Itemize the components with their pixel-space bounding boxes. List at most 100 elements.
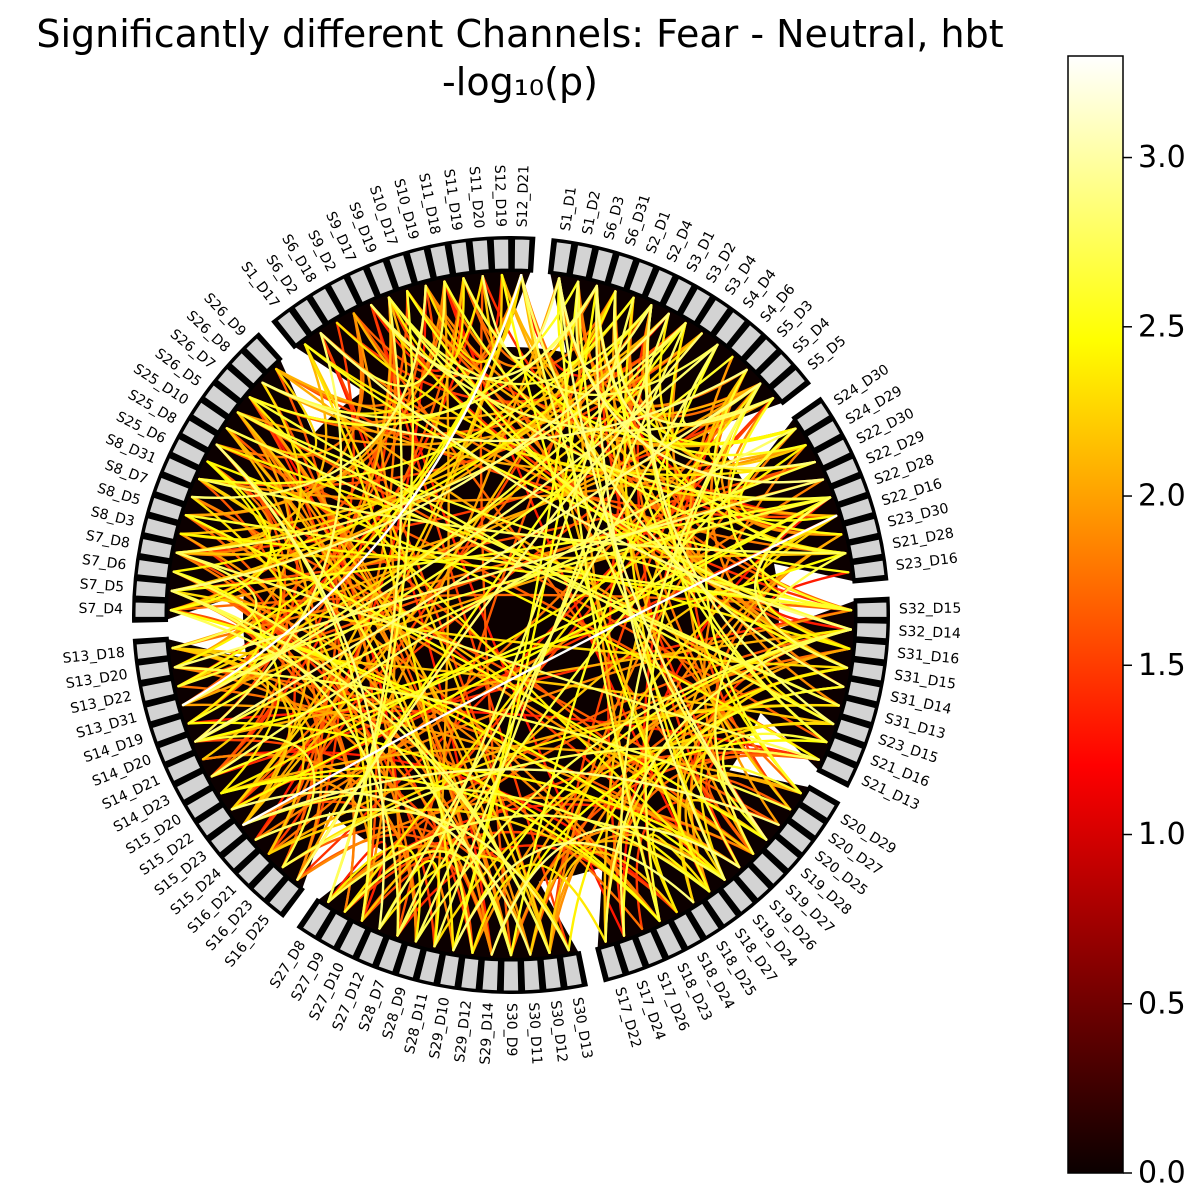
channel-node	[722, 879, 754, 914]
connection-link	[215, 443, 474, 954]
channel-node	[148, 496, 184, 521]
connection-link	[628, 296, 792, 811]
connection-link	[175, 397, 775, 554]
connection-link	[170, 589, 400, 937]
connection-link	[206, 460, 820, 761]
channel-node	[847, 680, 881, 703]
channel-node	[319, 912, 349, 948]
channel-label: S13_D18	[62, 645, 126, 667]
channel-node	[790, 806, 825, 837]
connection-link	[248, 396, 726, 881]
channel-node	[397, 944, 422, 979]
channel-node	[408, 248, 432, 283]
connection-link	[557, 277, 661, 922]
connection-link	[714, 552, 847, 855]
channel-node	[222, 837, 257, 870]
channel-node	[429, 244, 451, 278]
channel-node	[714, 310, 747, 346]
connection-link	[225, 427, 840, 707]
connection-link	[194, 332, 343, 743]
channel-node	[801, 789, 836, 820]
channel-label: S12_D21	[515, 165, 533, 228]
colorbar-gradient	[1067, 55, 1124, 1174]
channel-node	[471, 239, 490, 272]
channel-node	[158, 736, 194, 763]
connection-link	[170, 312, 670, 593]
connection-link	[169, 381, 302, 612]
channel-node	[832, 477, 868, 503]
channel-node	[175, 772, 211, 801]
channel-node	[841, 699, 877, 724]
connection-link	[198, 296, 635, 485]
connection-link	[378, 343, 719, 930]
connection-link	[481, 275, 561, 360]
colorbar-tick-label: 3.0	[1138, 140, 1186, 175]
channel-node	[820, 755, 856, 783]
connection-link	[612, 290, 755, 855]
connection-link	[210, 496, 832, 778]
connection-link	[327, 296, 403, 903]
channel-node	[672, 912, 702, 948]
connection-link	[557, 277, 768, 841]
connection-link	[261, 284, 598, 419]
channel-label: S8_D3	[89, 504, 136, 530]
connection-link	[644, 382, 762, 922]
connection-link	[220, 444, 807, 795]
channel-label: S12_D19	[491, 165, 509, 228]
connection-link	[171, 551, 258, 650]
connection-link	[230, 790, 532, 956]
connection-link	[261, 381, 807, 473]
connection-link	[296, 332, 703, 881]
channel-node	[664, 277, 693, 313]
connection-link	[169, 609, 513, 957]
channel-label: S30_D11	[525, 1002, 545, 1065]
channel-node	[252, 865, 285, 900]
channel-label: S30_D12	[547, 1000, 570, 1064]
channel-node	[765, 837, 800, 870]
connection-link	[175, 551, 820, 761]
channel-node	[492, 238, 510, 270]
colorbar-tick-label: 2.0	[1138, 479, 1186, 514]
channel-node	[155, 476, 190, 503]
channel-node	[689, 902, 720, 938]
channel-node	[513, 238, 531, 270]
channel-label: S1_D1	[558, 186, 580, 232]
channel-node	[134, 601, 166, 618]
channel-node	[171, 437, 207, 466]
channel-node	[481, 959, 499, 992]
connection-link	[190, 284, 427, 500]
channel-node	[835, 718, 871, 744]
connection-link	[194, 628, 852, 743]
channel-label: S13_D20	[65, 667, 129, 692]
channel-node	[191, 401, 227, 432]
connection-link	[471, 863, 607, 954]
channel-label: S32_D14	[898, 624, 961, 643]
connection-link	[343, 382, 762, 913]
channel-node	[357, 930, 385, 966]
channel-label: S30_D13	[569, 996, 595, 1060]
channel-node	[737, 865, 770, 900]
channel-node	[849, 538, 883, 560]
channel-node	[853, 641, 887, 661]
channel-node	[348, 268, 376, 304]
connection-link	[647, 833, 711, 914]
connection-link	[509, 343, 719, 957]
connection-link	[462, 277, 719, 397]
connection-link	[360, 514, 838, 922]
channel-node	[329, 277, 359, 313]
channel-label: S29_D10	[427, 996, 453, 1060]
connection-link	[727, 397, 853, 612]
channel-node	[134, 580, 167, 599]
connection-link	[327, 844, 422, 943]
connection-link	[443, 280, 847, 555]
channel-node	[542, 957, 562, 990]
channel-label: S21_D28	[891, 525, 955, 552]
channel-node	[730, 323, 763, 358]
colorbar-ticks: 0.0 0.5 1.0 1.5 2.0 2.5 3.0	[1123, 140, 1186, 1191]
node-group-frame	[271, 235, 536, 350]
channel-label: S11_D20	[466, 166, 487, 229]
channel-node	[338, 922, 367, 957]
connection-link	[595, 284, 726, 881]
colorbar: 0.0 0.5 1.0 1.5 2.0 2.5 3.0	[1067, 55, 1186, 1191]
